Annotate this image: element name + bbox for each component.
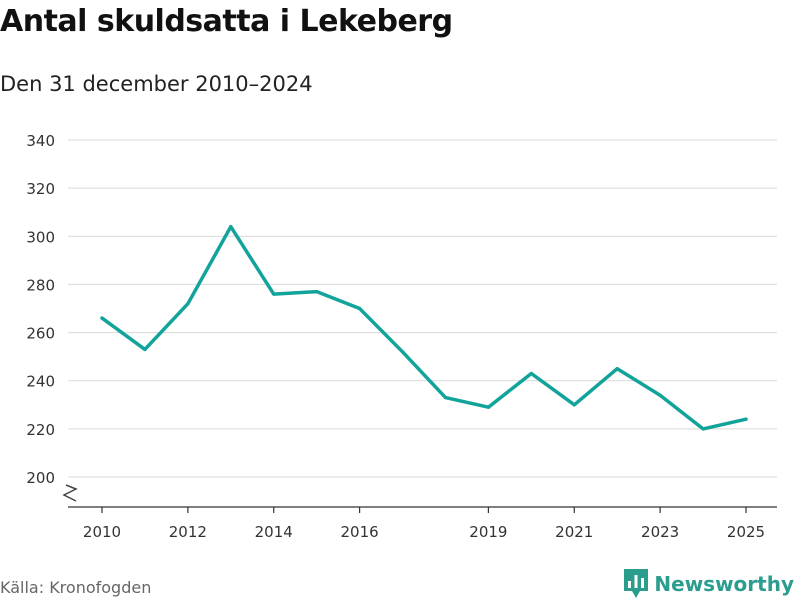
brand-logo[interactable]: Newsworthy xyxy=(624,569,794,599)
brand-name: Newsworthy xyxy=(654,572,794,596)
x-tick-label-2021: 2021 xyxy=(555,523,593,541)
line-chart: 200 220 240 260 280 300 320 340 2010 2012 2014 2016… xyxy=(26,132,777,541)
data-point-2010 xyxy=(100,316,104,320)
data-point-2011 xyxy=(143,347,147,352)
data-point-2022 xyxy=(615,367,619,371)
data-point-2025 xyxy=(744,417,748,421)
data-point-2016 xyxy=(358,306,362,311)
y-tick-label-220: 220 xyxy=(26,421,55,439)
data-point-2018 xyxy=(443,395,448,400)
data-point-2024 xyxy=(701,427,705,431)
y-tick-label-240: 240 xyxy=(26,373,55,391)
data-point-2013 xyxy=(229,225,233,229)
data-point-2015 xyxy=(315,290,319,294)
x-tick-label-2023: 2023 xyxy=(641,523,679,541)
data-point-2021 xyxy=(572,403,576,407)
data-point-2014 xyxy=(272,292,276,296)
data-point-2012 xyxy=(186,302,190,306)
x-tick-label-2019: 2019 xyxy=(469,523,507,541)
x-tick-label-2012: 2012 xyxy=(169,523,207,541)
data-point-2023 xyxy=(658,393,662,397)
y-tick-label-320: 320 xyxy=(26,180,55,198)
x-tick-label-2014: 2014 xyxy=(255,523,293,541)
axis-break-icon xyxy=(62,484,78,502)
x-tick-label-2025: 2025 xyxy=(727,523,765,541)
y-tick-label-340: 340 xyxy=(26,132,55,150)
data-point-2017 xyxy=(400,350,405,354)
data-point-2019 xyxy=(486,405,490,409)
y-tick-label-260: 260 xyxy=(26,325,55,343)
chart-title: Antal skuldsatta i Lekeberg xyxy=(0,4,453,39)
chart-subtitle: Den 31 december 2010–2024 xyxy=(0,72,313,96)
y-tick-label-200: 200 xyxy=(26,469,55,487)
y-tick-label-280: 280 xyxy=(26,276,55,294)
series-line-0 xyxy=(100,224,748,431)
data-point-2020 xyxy=(529,371,533,376)
newsworthy-logo-icon xyxy=(624,569,649,598)
x-tick-label-2010: 2010 xyxy=(83,523,121,541)
x-tick-label-2016: 2016 xyxy=(341,523,379,541)
source-note: Källa: Kronofogden xyxy=(0,578,152,597)
y-tick-label-300: 300 xyxy=(26,228,55,246)
